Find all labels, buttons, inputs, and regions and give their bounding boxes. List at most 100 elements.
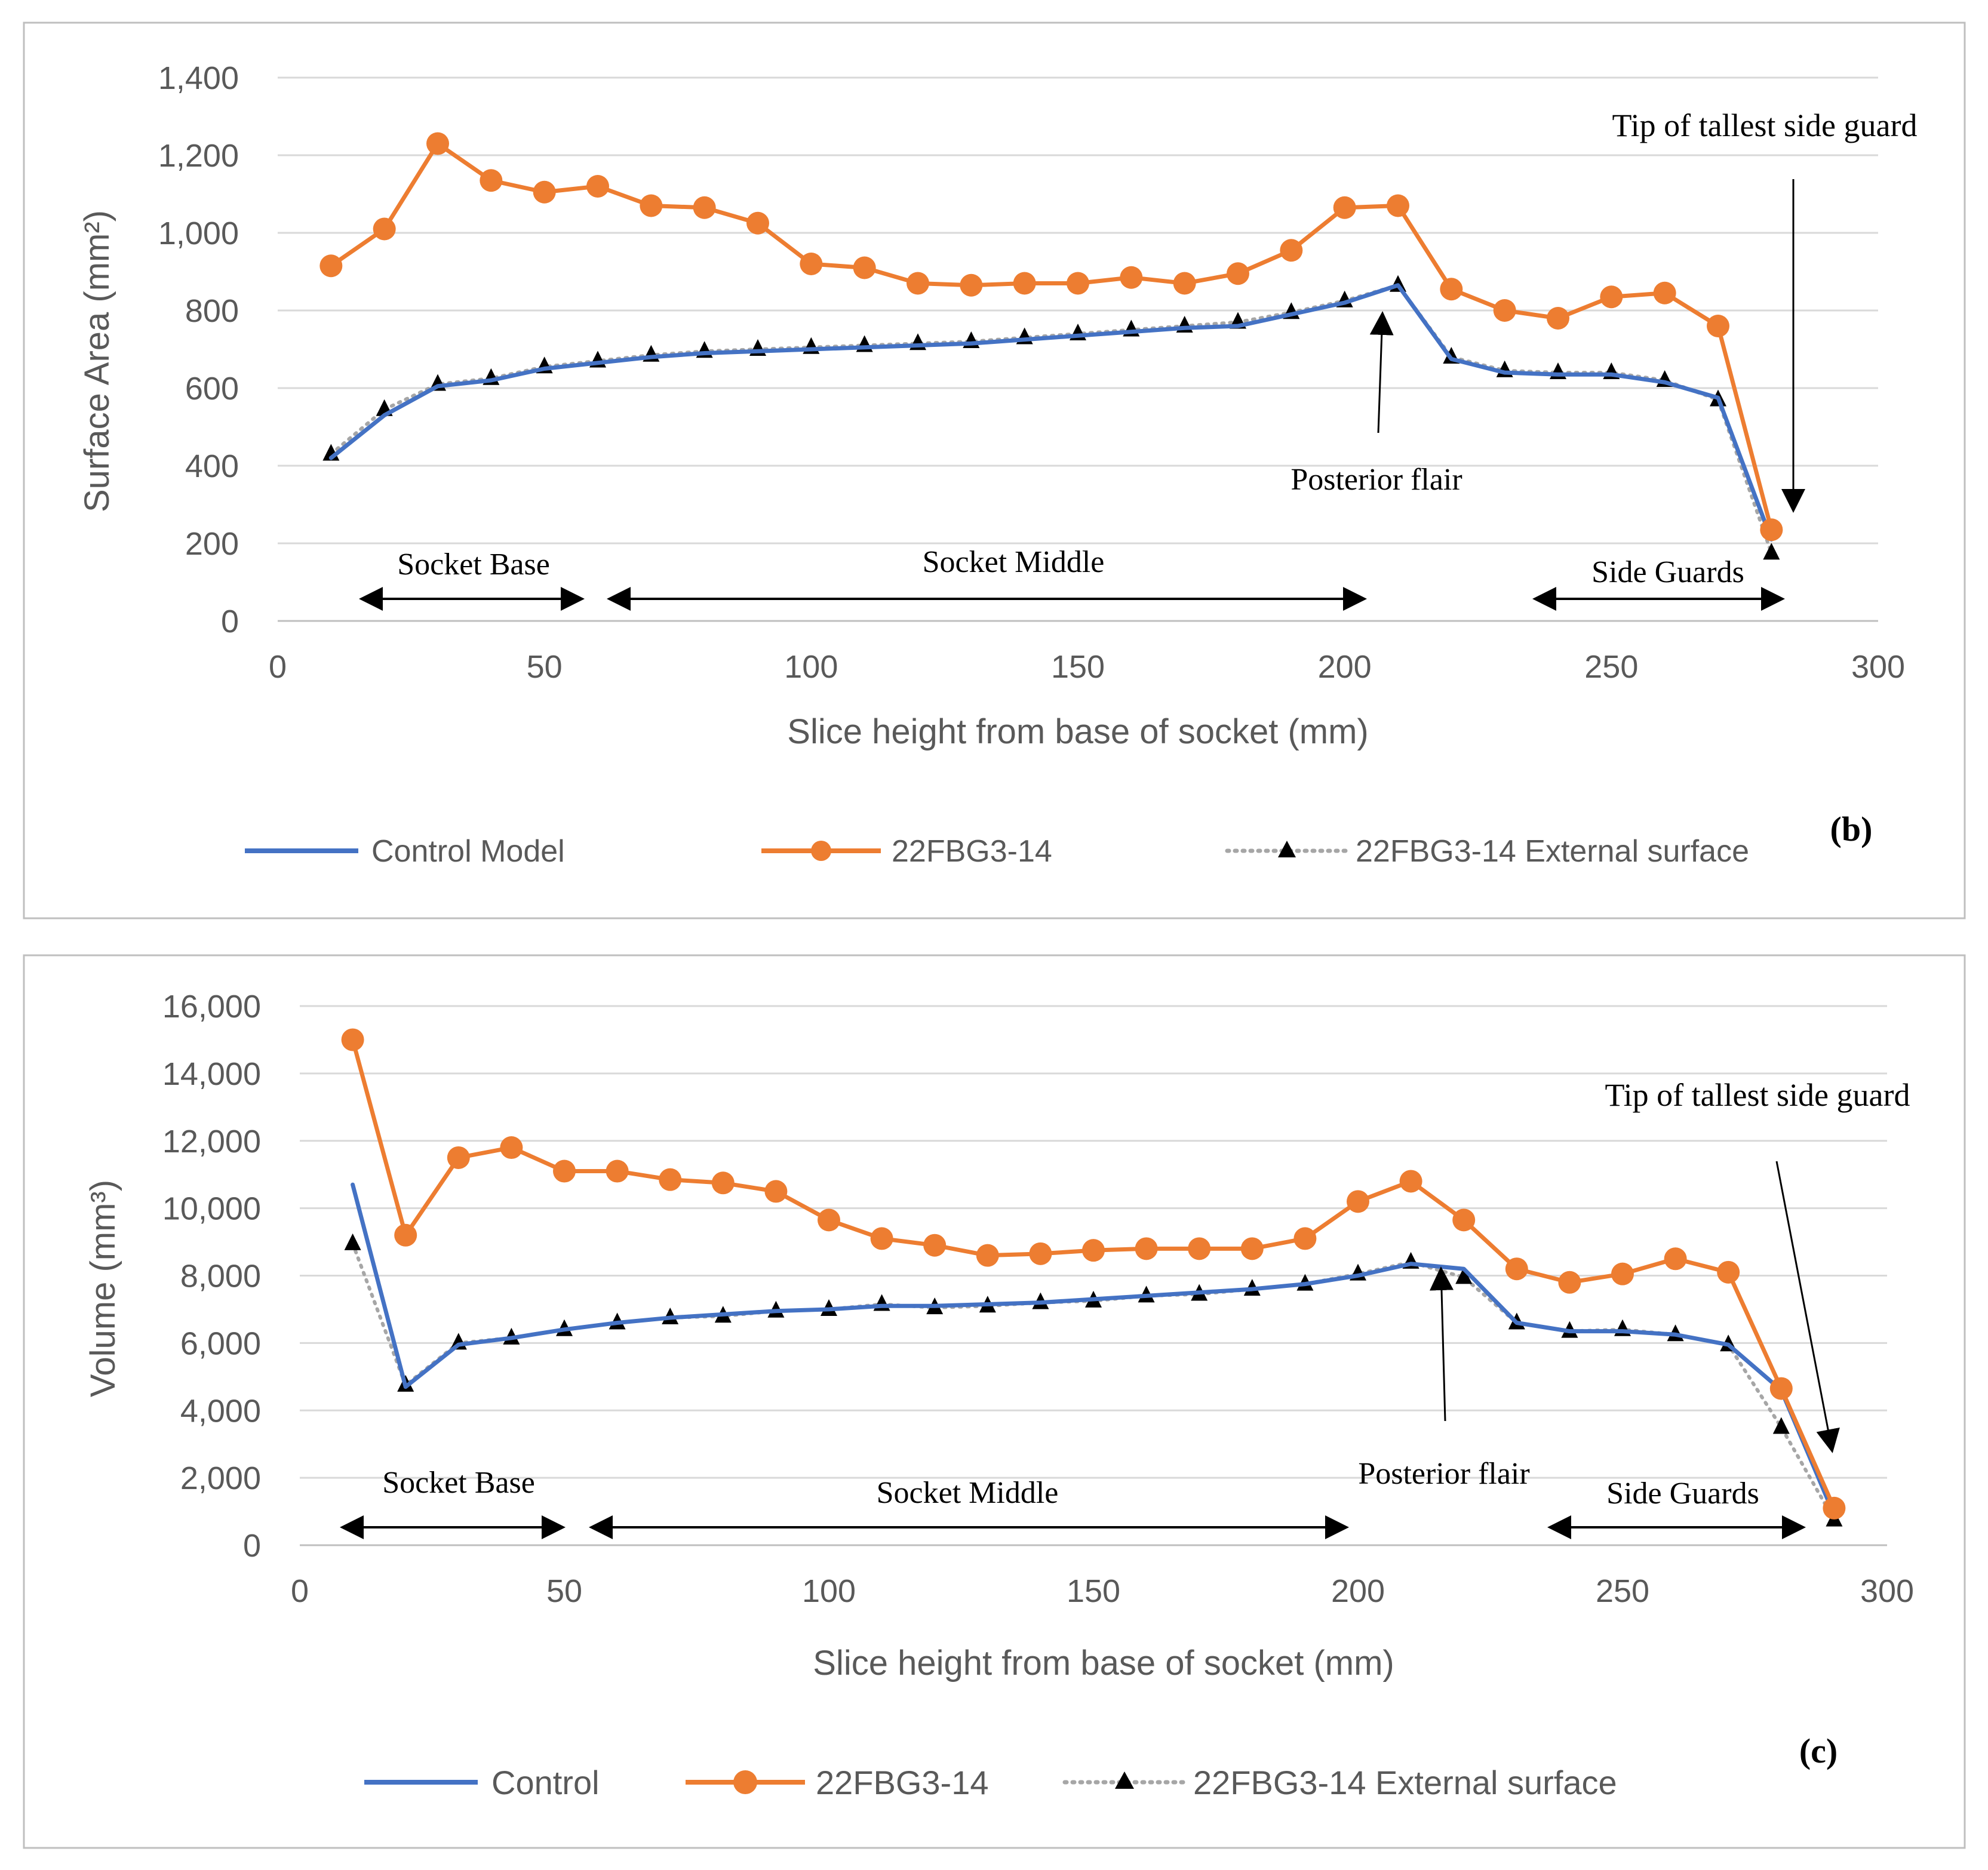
data-point bbox=[1452, 1208, 1476, 1232]
legend: Control Model 22FBG3-14 22FBG3-14 Extern… bbox=[245, 834, 1749, 869]
data-point bbox=[1347, 1190, 1369, 1213]
x-tick-label: 200 bbox=[1318, 649, 1372, 685]
data-point bbox=[976, 1244, 999, 1267]
y-tick-label: 800 bbox=[185, 293, 239, 329]
x-tick-labels: 0 50 100 150 200 250 300 bbox=[291, 1573, 1914, 1609]
socket-base-label: Socket Base bbox=[397, 548, 550, 582]
data-point bbox=[500, 1136, 523, 1159]
legend-label-control-model: Control Model bbox=[371, 834, 565, 869]
y-axis-title: Surface Area (mm²) bbox=[78, 210, 116, 512]
data-point bbox=[1611, 1262, 1634, 1285]
data-point bbox=[1029, 1242, 1052, 1265]
posterior-flair-label: Posterior flair bbox=[1358, 1457, 1529, 1491]
x-axis-title: Slice height from base of socket (mm) bbox=[787, 712, 1368, 751]
x-tick-label: 300 bbox=[1860, 1573, 1914, 1609]
data-point bbox=[1664, 1247, 1687, 1271]
y-tick-label: 8,000 bbox=[180, 1259, 261, 1294]
posterior-flair-arrow bbox=[1429, 1266, 1454, 1422]
series-22fbg3-14 bbox=[319, 132, 1783, 542]
data-point bbox=[1387, 194, 1409, 217]
x-tick-label: 0 bbox=[291, 1573, 309, 1609]
gridlines bbox=[300, 1005, 1887, 1479]
data-point bbox=[1769, 1377, 1793, 1400]
series-control bbox=[328, 283, 1774, 542]
data-point bbox=[1067, 272, 1089, 295]
data-point bbox=[1600, 285, 1623, 309]
x-tick-label: 250 bbox=[1596, 1573, 1649, 1609]
legend-marker-triangle bbox=[1278, 841, 1296, 857]
data-point bbox=[319, 254, 343, 278]
data-point bbox=[764, 1180, 788, 1203]
legend-label-22fbg3-14: 22FBG3-14 bbox=[816, 1764, 989, 1801]
data-point bbox=[1763, 543, 1780, 560]
data-point bbox=[1717, 1260, 1740, 1284]
data-point bbox=[640, 194, 663, 217]
y-tick-label: 4,000 bbox=[180, 1393, 261, 1429]
data-point bbox=[1173, 272, 1196, 295]
y-tick-label: 6,000 bbox=[180, 1325, 261, 1361]
y-tick-label: 14,000 bbox=[162, 1056, 261, 1092]
x-tick-label: 100 bbox=[802, 1573, 856, 1609]
data-point bbox=[480, 169, 503, 192]
socket-middle-label: Socket Middle bbox=[923, 545, 1105, 579]
gridlines bbox=[278, 76, 1878, 545]
x-tick-label: 150 bbox=[1051, 649, 1105, 685]
data-point bbox=[373, 217, 396, 241]
chart-frame bbox=[23, 954, 1966, 1849]
x-tick-label: 50 bbox=[527, 649, 563, 685]
data-point bbox=[1493, 299, 1516, 322]
legend-marker-circle bbox=[811, 841, 831, 861]
legend-label-control: Control bbox=[491, 1764, 600, 1801]
series-22fbg3-14 bbox=[341, 1028, 1846, 1520]
series-control bbox=[351, 1182, 1836, 1517]
x-tick-label: 250 bbox=[1584, 649, 1638, 685]
legend-label-22fbg3-14: 22FBG3-14 bbox=[892, 834, 1052, 869]
y-tick-label: 10,000 bbox=[162, 1191, 261, 1227]
series-line bbox=[351, 1182, 1836, 1517]
panel-label-c: (c) bbox=[1799, 1731, 1838, 1770]
data-point bbox=[1293, 1227, 1317, 1250]
data-point bbox=[1240, 1237, 1264, 1260]
y-tick-label: 1,000 bbox=[158, 216, 239, 251]
x-tick-label: 150 bbox=[1067, 1573, 1120, 1609]
series-line bbox=[328, 142, 1774, 532]
data-point bbox=[341, 1028, 364, 1051]
data-point bbox=[1707, 315, 1729, 337]
data-point bbox=[1135, 1237, 1158, 1260]
data-point bbox=[907, 272, 929, 295]
legend-item-control: Control bbox=[364, 1764, 600, 1801]
data-point bbox=[923, 1234, 947, 1257]
data-point bbox=[853, 256, 876, 279]
x-tick-label: 100 bbox=[784, 649, 838, 685]
legend-item-external-surface: 22FBG3-14 External surface bbox=[1062, 1764, 1617, 1801]
data-point bbox=[1455, 1267, 1473, 1284]
y-tick-label: 0 bbox=[221, 604, 239, 639]
data-point bbox=[606, 1159, 629, 1183]
y-tick-label: 16,000 bbox=[162, 989, 261, 1025]
data-point bbox=[1653, 281, 1676, 305]
data-point bbox=[1280, 239, 1303, 262]
y-tick-label: 12,000 bbox=[162, 1124, 261, 1159]
y-tick-label: 1,400 bbox=[158, 60, 239, 96]
legend-item-22fbg3-14: 22FBG3-14 bbox=[761, 834, 1052, 869]
data-point bbox=[1082, 1239, 1105, 1262]
data-point bbox=[659, 1168, 682, 1191]
legend-label-external-surface: 22FBG3-14 External surface bbox=[1193, 1764, 1617, 1801]
data-point bbox=[394, 1223, 417, 1247]
data-point bbox=[1440, 278, 1463, 301]
y-tick-label: 2,000 bbox=[180, 1460, 261, 1496]
data-point bbox=[1188, 1237, 1211, 1260]
chart-frame bbox=[23, 21, 1966, 919]
surface-area-chart: 0 200 400 600 800 1,000 1,200 1,400 0 50 100 150 20… bbox=[23, 21, 1966, 919]
data-point bbox=[1760, 518, 1783, 542]
series-line bbox=[328, 283, 1774, 542]
panel-label-b: (b) bbox=[1830, 810, 1873, 848]
data-point bbox=[553, 1159, 576, 1183]
legend-item-22fbg3-14: 22FBG3-14 bbox=[686, 1764, 989, 1801]
x-tick-labels: 0 50 100 150 200 250 300 bbox=[269, 649, 1905, 685]
data-point bbox=[1120, 266, 1143, 289]
data-point bbox=[586, 175, 609, 198]
data-point bbox=[1547, 307, 1569, 330]
legend-item-control-model: Control Model bbox=[245, 834, 565, 869]
